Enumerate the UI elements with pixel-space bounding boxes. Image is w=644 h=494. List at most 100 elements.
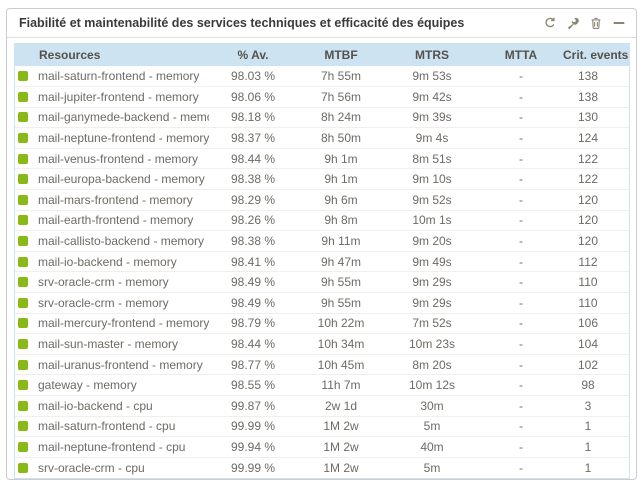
resource-name: mail-earth-frontend - memory [38,213,194,228]
mtbf-cell: 9h 55m [297,292,385,314]
table-row[interactable]: mail-jupiter-frontend - memory 98.06 % 7… [15,86,629,108]
resource-name: mail-saturn-frontend - cpu [38,419,176,434]
mtrs-cell: 8m 20s [385,354,479,376]
mtbf-cell: 9h 55m [297,271,385,294]
availability-cell: 98.29 % [209,189,297,211]
resource-name: mail-callisto-backend - memory [38,234,205,249]
table-row[interactable]: mail-neptune-frontend - cpu 99.94 % 1M 2… [15,436,629,458]
crit-events-cell: 138 [563,86,629,108]
mtta-cell: - [479,271,563,294]
availability-cell: 98.44 % [209,148,297,170]
resource-name: mail-mars-frontend - memory [38,192,193,207]
resource-cell: mail-uranus-frontend - memory [15,354,209,376]
table-row[interactable]: srv-oracle-crm - cpu 99.99 % 1M 2w 5m - … [15,457,629,478]
resource-name: mail-neptune-frontend - cpu [38,439,186,454]
column-header-crit-events[interactable]: Crit. events [563,44,629,66]
resource-name: srv-oracle-crm - memory [38,295,169,310]
resource-cell: mail-mars-frontend - memory [15,189,209,211]
column-header-mtrs[interactable]: MTRS [385,44,479,66]
resource-cell: srv-oracle-crm - memory [15,271,209,294]
status-ok-icon [18,194,28,205]
status-ok-icon [18,462,28,473]
mtbf-cell: 8h 24m [297,107,385,129]
mtta-cell: - [479,168,563,191]
crit-events-cell: 112 [563,251,629,273]
resource-cell: mail-ganymede-backend - memory [15,107,209,129]
crit-events-cell: 122 [563,168,629,191]
table-row[interactable]: mail-venus-frontend - memory 98.44 % 9h … [15,148,629,170]
mtta-cell: - [479,148,563,170]
mtrs-cell: 9m 4s [385,127,479,149]
status-ok-icon [18,359,28,370]
crit-events-cell: 122 [563,148,629,170]
table-row[interactable]: mail-mercury-frontend - memory 98.79 % 1… [15,313,629,335]
table-row[interactable]: mail-saturn-frontend - cpu 99.99 % 1M 2w… [15,416,629,438]
table-row[interactable]: mail-saturn-frontend - memory 98.03 % 7h… [15,66,629,88]
column-header-resources[interactable]: Resources [15,44,209,66]
status-ok-icon [18,421,28,432]
table-row[interactable]: srv-oracle-crm - memory 98.49 % 9h 55m 9… [15,271,629,294]
crit-events-cell: 104 [563,333,629,355]
crit-events-cell: 98 [563,374,629,396]
availability-cell: 98.18 % [209,107,297,129]
table-row[interactable]: gateway - memory 98.55 % 11h 7m 10m 12s … [15,374,629,396]
crit-events-cell: 130 [563,107,629,129]
status-ok-icon [18,441,28,452]
mtrs-cell: 40m [385,436,479,458]
status-ok-icon [18,91,28,102]
mtrs-cell: 10m 23s [385,333,479,355]
resource-cell: srv-oracle-crm - cpu [15,457,209,478]
resource-cell: mail-saturn-frontend - memory [15,66,209,88]
table-row[interactable]: mail-sun-master - memory 98.44 % 10h 34m… [15,333,629,355]
mtbf-cell: 9h 47m [297,251,385,273]
mtrs-cell: 5m [385,416,479,438]
table-row[interactable]: srv-oracle-crm - memory 98.49 % 9h 55m 9… [15,292,629,314]
table-row[interactable]: mail-ganymede-backend - memory 98.18 % 8… [15,107,629,129]
table-row[interactable]: mail-io-backend - cpu 99.87 % 2w 1d 30m … [15,395,629,417]
resource-cell: gateway - memory [15,374,209,396]
mtta-cell: - [479,86,563,108]
status-ok-icon [18,339,28,350]
column-header-mtta[interactable]: MTTA [479,44,563,66]
availability-cell: 98.77 % [209,354,297,376]
table-row[interactable]: mail-europa-backend - memory 98.38 % 9h … [15,168,629,191]
status-ok-icon [18,318,28,329]
collapse-button[interactable] [612,16,626,30]
mtrs-cell: 9m 53s [385,66,479,88]
availability-cell: 98.79 % [209,313,297,335]
status-ok-icon [18,277,28,288]
availability-cell: 98.06 % [209,86,297,108]
table-row[interactable]: mail-io-backend - memory 98.41 % 9h 47m … [15,251,629,273]
resource-cell: mail-saturn-frontend - cpu [15,416,209,438]
table-row[interactable]: mail-earth-frontend - memory 98.26 % 9h … [15,210,629,232]
resource-cell: mail-callisto-backend - memory [15,230,209,252]
availability-cell: 98.55 % [209,374,297,396]
column-header-availability[interactable]: % Av. [209,44,297,66]
status-ok-icon [18,400,28,411]
resource-cell: mail-neptune-frontend - memory [15,127,209,149]
mtta-cell: - [479,189,563,211]
trash-icon [590,17,602,29]
table-row[interactable]: mail-uranus-frontend - memory 98.77 % 10… [15,354,629,376]
widget-header: Fiabilité et maintenabilité des services… [7,9,636,38]
table-row[interactable]: mail-mars-frontend - memory 98.29 % 9h 6… [15,189,629,211]
mtbf-cell: 10h 34m [297,333,385,355]
mtta-cell: - [479,210,563,232]
status-ok-icon [18,215,28,226]
status-ok-icon [18,380,28,391]
availability-cell: 99.99 % [230,460,276,475]
status-ok-icon [18,256,28,267]
widget-controls [543,16,626,30]
configure-button[interactable] [566,16,580,30]
table-row[interactable]: mail-callisto-backend - memory 98.38 % 9… [15,230,629,252]
status-ok-icon [18,112,28,123]
mtta-cell: - [479,416,563,438]
mtta-cell: - [479,436,563,458]
refresh-button[interactable] [543,16,557,30]
resource-name: mail-sun-master - memory [38,337,179,352]
table-row[interactable]: mail-neptune-frontend - memory 98.37 % 8… [15,127,629,149]
mtbf-cell: 1M 2w [323,460,359,475]
delete-button[interactable] [589,16,603,30]
mtrs-cell: 9m 39s [385,107,479,129]
column-header-mtbf[interactable]: MTBF [297,44,385,66]
